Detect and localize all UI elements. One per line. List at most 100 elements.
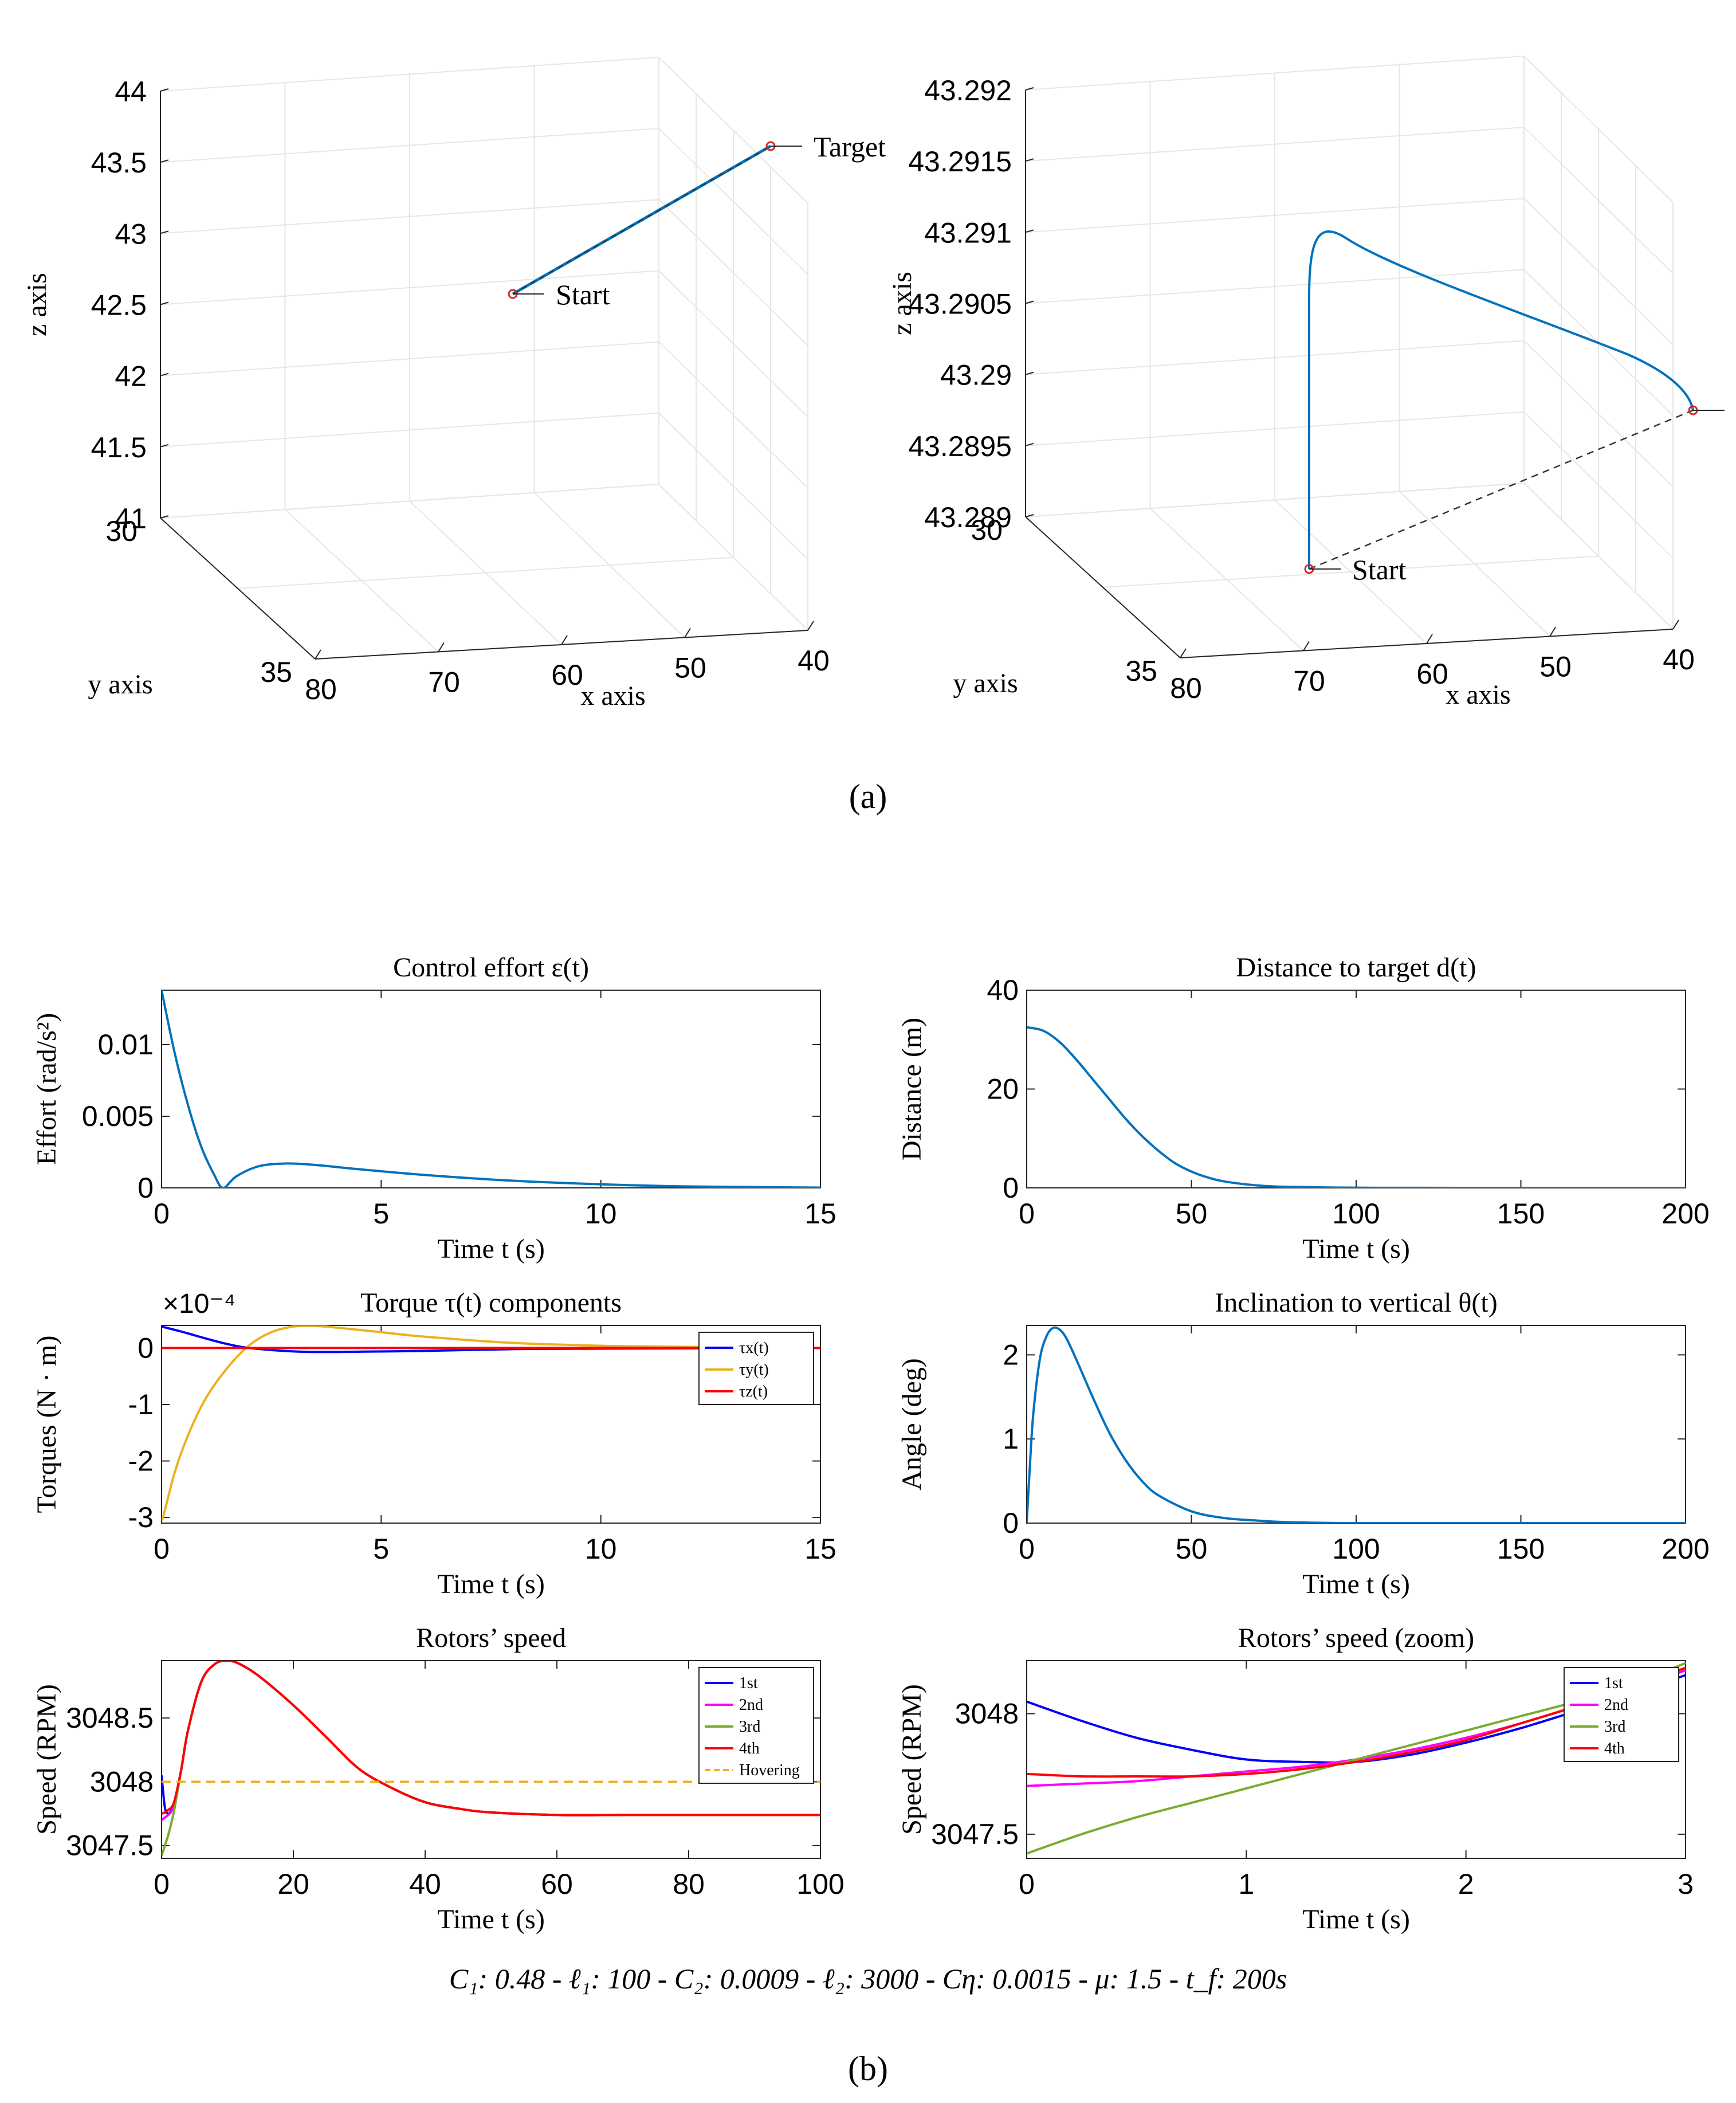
x-tick-label: 100 — [1332, 1198, 1380, 1230]
x-tick-label: 40 — [409, 1868, 441, 1900]
x-axis-label: Time t (s) — [1302, 1904, 1410, 1935]
legend-label: 3rd — [1604, 1718, 1625, 1736]
x-tick-label: 0 — [154, 1868, 170, 1900]
y-tick-label: 0.01 — [98, 1029, 154, 1061]
x-tick-label: 5 — [373, 1533, 389, 1565]
y-tick-label: 0.005 — [82, 1100, 154, 1132]
z-tick — [1025, 371, 1034, 375]
x-tick-label: 60 — [541, 1868, 573, 1900]
z-tick — [160, 159, 169, 163]
x-tick-label: 50 — [1539, 651, 1572, 683]
y-axis-label: Speed (RPM) — [32, 1684, 62, 1835]
x-tick — [684, 627, 691, 638]
z-axis-label: z axis — [22, 273, 52, 336]
params-caption: C₁: 0.48 - ℓ₁: 100 - C₂: 0.0009 - ℓ₂: 30… — [449, 1963, 1287, 1995]
y-tick-label: 30 — [105, 515, 138, 547]
series-line-t — [1027, 1326, 1686, 1523]
x-axis-label: Time t (s) — [437, 1904, 545, 1935]
legend-label: 1st — [739, 1674, 758, 1692]
y-axis-label: y axis — [953, 668, 1018, 699]
chart-title: Control effort ε(t) — [393, 952, 589, 983]
legend-label: 2nd — [1604, 1696, 1628, 1714]
y-axis-label: y axis — [88, 669, 152, 700]
z-tick-label: 43.2915 — [908, 146, 1012, 178]
x-tick-label: 15 — [804, 1533, 836, 1565]
x-tick-label: 0 — [1019, 1868, 1035, 1900]
x-tick — [1303, 641, 1310, 652]
x-tick — [561, 635, 568, 645]
y-tick-label: -2 — [128, 1445, 154, 1477]
z-tick — [160, 88, 169, 92]
y-tick-label: 1 — [1003, 1423, 1019, 1455]
x-tick-label: 3 — [1678, 1868, 1694, 1900]
z-tick-label: 41.5 — [91, 431, 147, 464]
x-tick-label: 20 — [277, 1868, 309, 1900]
y-axis-label: Angle (deg) — [897, 1358, 927, 1490]
x-tick — [1672, 619, 1679, 630]
exponent-label: ×10⁻⁴ — [163, 1289, 235, 1319]
series-line-dt — [1027, 1026, 1686, 1188]
chart-rotors-speed-zoom: 0 1 2 3 3047.5 3048 Rotors’ speed (zoom) Time t… — [897, 1623, 1694, 1935]
x-tick-label: 100 — [1332, 1533, 1380, 1565]
x-tick — [1549, 626, 1556, 637]
y-tick-label: 35 — [1125, 655, 1157, 687]
x-tick-label: 0 — [1019, 1533, 1035, 1565]
y-tick-label: 0 — [138, 1172, 154, 1204]
z-tick — [160, 230, 169, 234]
x-tick-label: 2 — [1458, 1868, 1474, 1900]
chart-trajectory-3d-zoom: 43.292 43.2915 43.291 43.2905 43.29 43.2895 43… — [887, 56, 1725, 710]
y-tick-label: 0 — [1003, 1172, 1019, 1204]
y-tick-label: 3048.5 — [66, 1702, 154, 1734]
y-tick-label: 3048 — [90, 1765, 154, 1798]
y-axis-label: Effort (rad/s²) — [32, 1013, 62, 1165]
x-axis-label: Time t (s) — [1302, 1234, 1410, 1264]
y-tick-label: -1 — [128, 1388, 154, 1421]
trajectory-line — [1308, 230, 1694, 569]
x-tick-label: 0 — [154, 1533, 170, 1565]
x-tick-label: 200 — [1662, 1198, 1709, 1230]
y-axis-label: Distance (m) — [897, 1018, 927, 1160]
start-annotation: Start — [556, 278, 610, 311]
x-tick-label: 200 — [1662, 1533, 1709, 1565]
series-line-yt — [162, 1325, 820, 1521]
y-tick-label: 30 — [971, 514, 1003, 546]
x-axis-label: Time t (s) — [437, 1234, 545, 1264]
z-tick-label: 43.29 — [940, 359, 1012, 391]
x-tick-label: 15 — [804, 1198, 836, 1230]
z-tick — [160, 301, 169, 305]
x-tick-label: 0 — [154, 1198, 170, 1230]
x-tick-label: 40 — [1663, 644, 1695, 676]
legend-label: 3rd — [739, 1718, 760, 1736]
y-tick-label: 40 — [987, 974, 1019, 1006]
z-tick — [1025, 442, 1034, 446]
panel-a-label: (a) — [849, 778, 887, 815]
chart-torque: 0 5 10 15 -3 -2 -1 0 Torque τ(t) components Time … — [32, 1288, 836, 1599]
x-tick-label: 10 — [585, 1533, 617, 1565]
x-tick-label: 100 — [796, 1868, 844, 1900]
x-axis-label: Time t (s) — [1302, 1569, 1410, 1599]
straight-reference-line — [512, 146, 771, 295]
z-tick — [160, 444, 169, 448]
z-tick-label: 43.289 — [924, 501, 1012, 533]
legend-label: Hovering — [739, 1761, 800, 1779]
z-tick-label: 43.5 — [91, 147, 147, 179]
z-tick — [1025, 158, 1034, 162]
z-tick-label: 43.291 — [924, 217, 1012, 249]
z-tick-label: 43.2905 — [908, 288, 1012, 320]
chart-inclination: 0 50 100 150 200 0 1 2 Inclination to vertical θ… — [897, 1288, 1710, 1599]
x-tick-label: 50 — [1176, 1198, 1208, 1230]
series-line-t — [162, 990, 820, 1188]
grid-line — [237, 556, 734, 589]
grid-line — [1102, 555, 1599, 588]
plot-area — [1026, 990, 1686, 1188]
z-tick — [160, 515, 169, 519]
z-tick-label: 42.5 — [91, 289, 147, 321]
y-tick-label: 0 — [138, 1332, 154, 1364]
grid-line — [1025, 482, 1525, 517]
x-tick — [1426, 634, 1433, 644]
chart-rotors-speed: 0 20 40 60 80 100 3047.5 3048 3048.5 Rotors’ spee… — [32, 1623, 845, 1935]
x-tick-label: 0 — [1019, 1198, 1035, 1230]
legend-label: τx(t) — [739, 1339, 769, 1357]
x-axis-label: x axis — [580, 681, 645, 711]
